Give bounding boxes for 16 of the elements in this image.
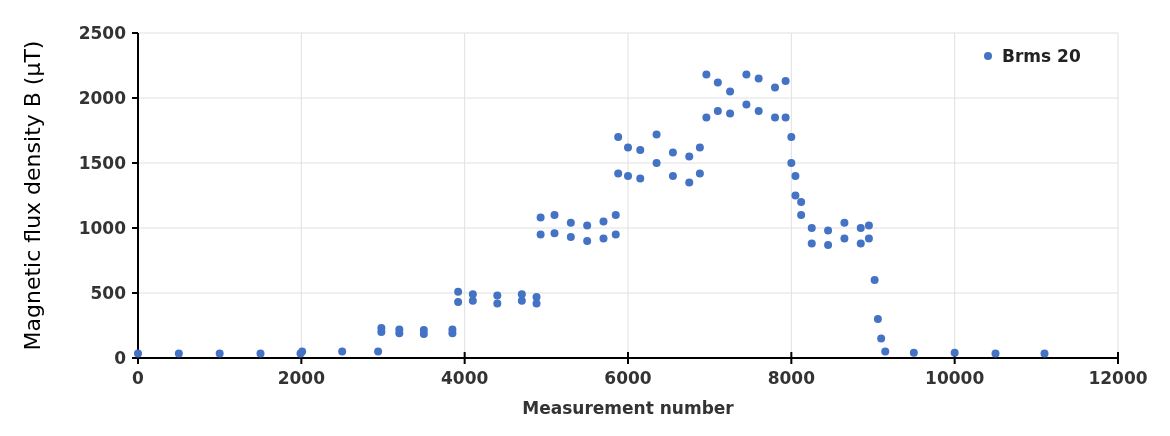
y-tick-label: 2500 [78,22,127,43]
y-tick-label: 1500 [78,152,127,173]
x-tick-label: 10000 [925,368,985,388]
legend-label: Brms 20 [1002,45,1081,66]
x-tick-label: 6000 [604,368,652,388]
y-tick-label: 0 [114,347,127,368]
x-tick-label: 4000 [441,368,489,388]
x-tick-label: 2000 [277,368,326,388]
x-axis-title: Measurement number [522,398,735,418]
y-tick-label: 1000 [78,217,127,238]
x-tick-label: 12000 [1088,368,1148,388]
y-tick-label: 500 [90,282,127,303]
x-tick-label: 0 [132,368,145,388]
y-axis-title: Magnetic flux density B (μT) [20,40,45,351]
y-tick-label: 2000 [78,87,127,108]
x-tick-label: 8000 [767,368,816,388]
